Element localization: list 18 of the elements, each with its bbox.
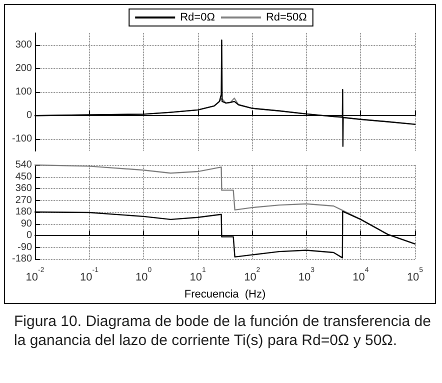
- y-tick-label: 270: [15, 194, 32, 206]
- y-tick-label: 300: [15, 39, 32, 50]
- y-tick-label: 450: [15, 171, 32, 182]
- y-tick-label: 0: [26, 110, 32, 122]
- y-tick-label: -100: [12, 134, 32, 145]
- text: Figura 10. Diagrama de bode de la función de transferencia de la ganancia del lazo de corriente Ti(s) para Rd=0Ω y 50Ω.: [14, 312, 432, 350]
- y-tick-label: 0: [26, 230, 32, 241]
- y-tick-label: 360: [15, 183, 32, 194]
- y-tick-label: 200: [15, 62, 32, 74]
- legend-label: Rd=0Ω: [180, 12, 215, 24]
- legend-label: Rd=50Ω: [266, 12, 307, 24]
- y-tick-label: 100: [15, 86, 32, 98]
- x-axis-title: Frecuencia (Hz): [184, 288, 266, 300]
- y-tick-label: 540: [15, 160, 32, 170]
- y-tick-label: 90: [20, 218, 32, 230]
- y-tick-label: -90: [18, 242, 32, 253]
- y-tick-label: 180: [15, 206, 32, 218]
- y-tick-label: -180: [12, 254, 32, 264]
